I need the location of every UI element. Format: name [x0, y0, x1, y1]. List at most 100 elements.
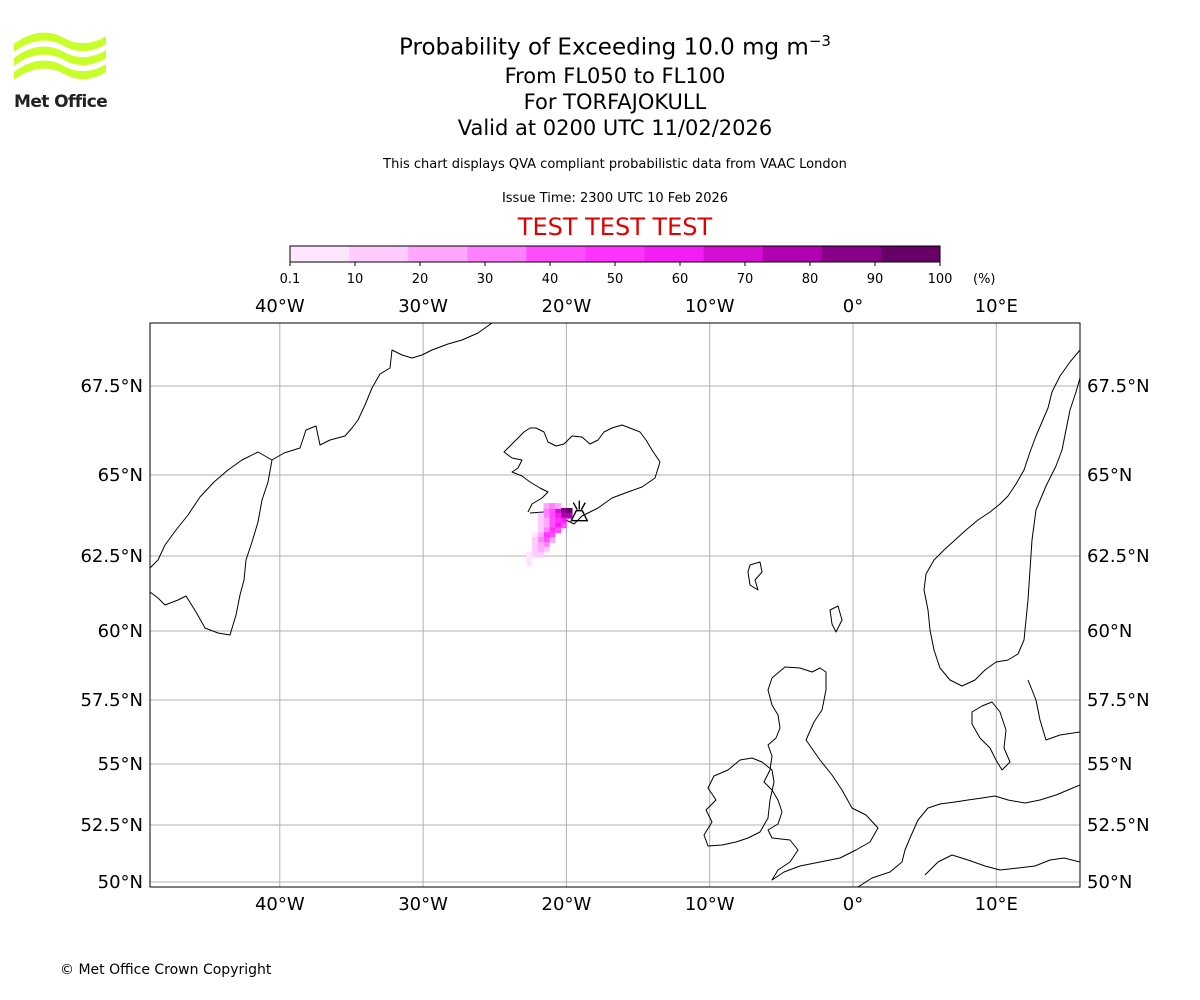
plume-cell [543, 503, 550, 509]
lat-label-left: 50°N [98, 872, 143, 893]
plume-cell [566, 507, 573, 514]
plume-cell [560, 512, 567, 519]
test-banner: TEST TEST TEST [517, 213, 713, 241]
chart-title-block: Probability of Exceeding 10.0 mg m−3 Fro… [300, 26, 930, 141]
plume-cell [532, 532, 539, 539]
plume-cell [549, 503, 556, 509]
coastline-sweden [1027, 679, 1080, 741]
lat-label-left: 67.5°N [80, 376, 143, 397]
plume-cell [554, 517, 562, 524]
colorbar-tick-label: 30 [477, 272, 494, 287]
colorbar-swatch [408, 246, 468, 262]
chart-description: This chart displays QVA compliant probab… [383, 157, 847, 172]
lat-label-right: 55°N [1087, 754, 1132, 775]
lon-label-bottom: 20°W [542, 894, 592, 915]
coastline-norway [923, 349, 1080, 687]
colorbar-swatch [880, 246, 941, 262]
lat-label-right: 57.5°N [1087, 690, 1150, 711]
lon-label-top: 10°W [685, 296, 735, 317]
plume-cell [543, 527, 550, 534]
coastline-greenland-south [150, 459, 273, 636]
chart-title: Probability of Exceeding 10.0 mg m−3 [300, 26, 930, 63]
probability-field [526, 503, 573, 567]
coastline-faroe-islands [747, 561, 763, 591]
map-panel: 40°W 40°W 30°W 30°W 20°W 20°W 10°W 10°W 0° 0° 10°E… [80, 296, 1149, 915]
plume-cell [543, 512, 550, 519]
axis-labels: 40°W 40°W 30°W 30°W 20°W 20°W 10°W 10°W 0° 0° 10°E… [80, 296, 1149, 915]
plume-cell [560, 517, 567, 524]
plume-cell [554, 512, 562, 519]
plume-cell [543, 522, 550, 529]
plume-cell [537, 517, 544, 524]
met-office-logo [14, 32, 106, 80]
lat-label-right: 67.5°N [1087, 376, 1150, 397]
issue-time: Issue Time: 2300 UTC 10 Feb 2026 [501, 191, 729, 206]
coastline-continent [857, 784, 1080, 887]
plume-cell [532, 551, 539, 558]
lon-label-bottom: 10°E [975, 894, 1018, 915]
plume-cell [537, 512, 544, 519]
colorbar-tick-label: 0.1 [280, 272, 301, 287]
lat-label-right: 62.5°N [1087, 546, 1150, 567]
plume-cell [554, 507, 562, 514]
plume-cell [543, 546, 550, 553]
colorbar-tick-label: 50 [607, 272, 624, 287]
colorbar-tick-label: 100 [928, 272, 953, 287]
lat-label-right: 60°N [1087, 621, 1132, 642]
lon-label-top: 40°W [255, 296, 305, 317]
plume-cell [549, 522, 556, 529]
plume-cell [549, 527, 556, 534]
lat-label-left: 60°N [98, 621, 143, 642]
lat-label-left: 55°N [98, 754, 143, 775]
plume-cell [554, 503, 562, 509]
plume-cell [543, 537, 550, 543]
plume-cell [526, 551, 533, 558]
lat-label-right: 52.5°N [1087, 815, 1150, 836]
volcano-marker [570, 500, 589, 522]
plume-cell [537, 537, 544, 543]
plume-cell [532, 537, 539, 543]
lat-label-left: 65°N [98, 465, 143, 486]
colorbar-swatch [290, 246, 350, 262]
colorbar-unit: (%) [973, 272, 996, 287]
coastline-great-britain [763, 666, 879, 881]
lon-label-top: 20°W [542, 296, 592, 317]
plume-cell [549, 532, 556, 539]
plume-cell [543, 532, 550, 539]
lon-label-bottom: 30°W [398, 894, 448, 915]
volcano-icon [570, 509, 589, 522]
graticule [150, 323, 1080, 887]
colorbar-swatch [526, 246, 586, 262]
lon-label-bottom: 40°W [255, 894, 305, 915]
plume-cell [549, 512, 556, 519]
copyright-notice: © Met Office Crown Copyright [60, 962, 272, 978]
plume-cell [532, 541, 539, 548]
coastline-ireland [703, 757, 775, 847]
plume-cell [543, 541, 550, 548]
colorbar-swatch [762, 246, 823, 262]
plume-cell [526, 556, 533, 563]
title-exponent: −3 [808, 32, 831, 50]
colorbar-tick-label: 70 [737, 272, 754, 287]
plume-cell [554, 522, 562, 529]
colorbar-tick-label: 60 [672, 272, 689, 287]
lon-label-bottom: 0° [843, 894, 863, 915]
map-frame [149, 322, 1081, 888]
colorbar-swatch [467, 246, 527, 262]
lat-label-right: 50°N [1087, 872, 1132, 893]
eruption-icon [572, 500, 586, 510]
colorbar-swatch [644, 246, 705, 262]
plume-cell [537, 522, 544, 529]
plume-cell [526, 560, 533, 567]
lon-label-top: 0° [843, 296, 863, 317]
plume-cell [566, 512, 573, 519]
plume-cell [549, 517, 556, 524]
colorbar-swatch [821, 246, 882, 262]
colorbar-swatch [585, 246, 646, 262]
lon-label-top: 10°E [975, 296, 1018, 317]
plume-cell [549, 507, 556, 514]
plume-cell [537, 546, 544, 553]
plume-cell [543, 517, 550, 524]
plume-cell [537, 527, 544, 534]
